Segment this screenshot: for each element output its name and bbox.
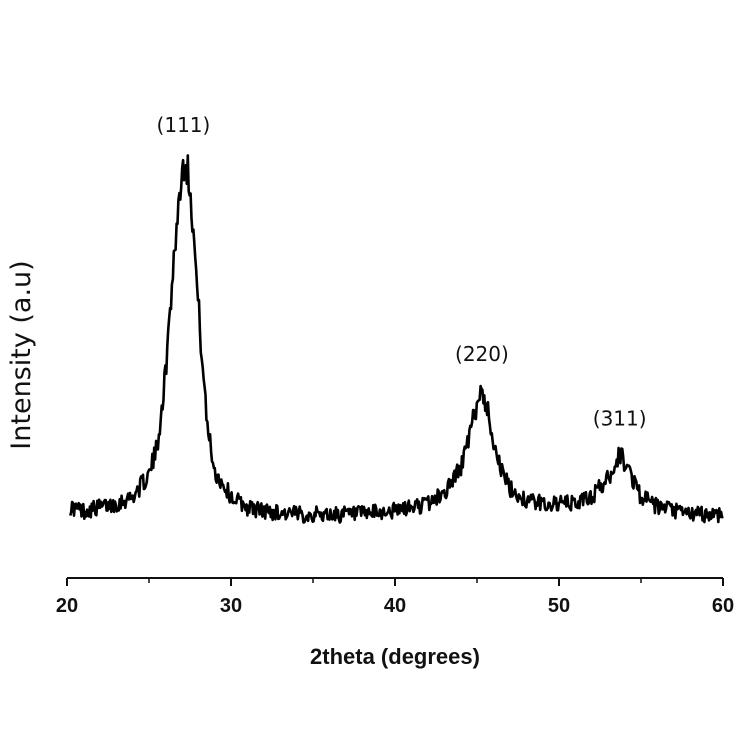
peak-label: (111) [157, 113, 211, 137]
x-tick-label: 20 [56, 595, 78, 617]
x-tick-label: 60 [712, 595, 734, 617]
peak-labels: (111) (220) (311) [157, 113, 647, 431]
x-axis-label: 2theta (degrees) [310, 644, 480, 669]
plot-area [69, 154, 724, 524]
x-tick-label: 30 [220, 595, 242, 617]
x-tick-label: 40 [384, 595, 406, 617]
x-axis: 20 30 40 50 60 [56, 577, 734, 617]
peak-label: (220) [455, 342, 509, 366]
peak-label: (311) [593, 407, 647, 431]
x-tick-label: 50 [548, 595, 570, 617]
xrd-series-line [69, 154, 724, 524]
y-axis-label: Intensity (a.u) [6, 260, 37, 449]
